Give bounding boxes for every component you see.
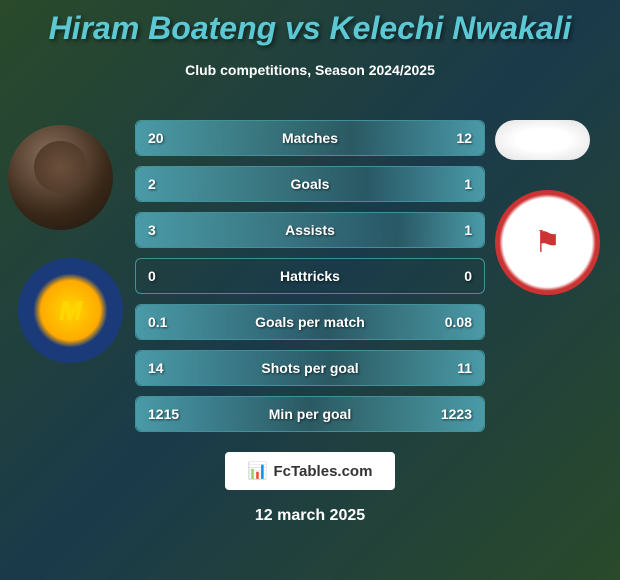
stat-right-value: 0.08 (445, 314, 472, 330)
stat-label: Goals per match (255, 314, 365, 330)
chart-icon: 📊 (248, 461, 268, 481)
stat-label: Hattricks (280, 268, 340, 284)
stat-left-value: 3 (148, 222, 156, 238)
stat-right-value: 1 (464, 176, 472, 192)
player-left-avatar (8, 125, 113, 230)
stat-row: 3 Assists 1 (135, 212, 485, 248)
club-right-badge (495, 190, 600, 295)
stat-label: Matches (282, 130, 338, 146)
stat-left-value: 0.1 (148, 314, 167, 330)
stat-label: Shots per goal (261, 360, 358, 376)
logo-text: FcTables.com (274, 463, 373, 480)
stat-left-value: 2 (148, 176, 156, 192)
stat-left-value: 20 (148, 130, 164, 146)
subtitle: Club competitions, Season 2024/2025 (0, 62, 620, 78)
stat-right-value: 12 (456, 130, 472, 146)
stat-fill-left (136, 213, 397, 247)
stat-row: 0.1 Goals per match 0.08 (135, 304, 485, 340)
stats-container: 20 Matches 12 2 Goals 1 3 Assists 1 0 Ha… (135, 120, 485, 442)
stat-right-value: 1223 (441, 406, 472, 422)
page-title: Hiram Boateng vs Kelechi Nwakali (0, 0, 620, 47)
stat-fill-left (136, 167, 366, 201)
stat-row: 2 Goals 1 (135, 166, 485, 202)
stat-right-value: 0 (464, 268, 472, 284)
stat-row: 20 Matches 12 (135, 120, 485, 156)
club-left-badge (18, 258, 123, 363)
site-logo: 📊 FcTables.com (225, 452, 395, 490)
stat-right-value: 11 (457, 360, 472, 376)
stat-row: 14 Shots per goal 11 (135, 350, 485, 386)
stat-left-value: 0 (148, 268, 156, 284)
stat-row: 1215 Min per goal 1223 (135, 396, 485, 432)
stat-label: Assists (285, 222, 335, 238)
stat-label: Goals (291, 176, 330, 192)
player-right-avatar (495, 120, 590, 160)
stat-row: 0 Hattricks 0 (135, 258, 485, 294)
date-text: 12 march 2025 (255, 507, 365, 525)
stat-left-value: 14 (148, 360, 164, 376)
stat-label: Min per goal (269, 406, 351, 422)
stat-left-value: 1215 (148, 406, 179, 422)
stat-right-value: 1 (464, 222, 472, 238)
